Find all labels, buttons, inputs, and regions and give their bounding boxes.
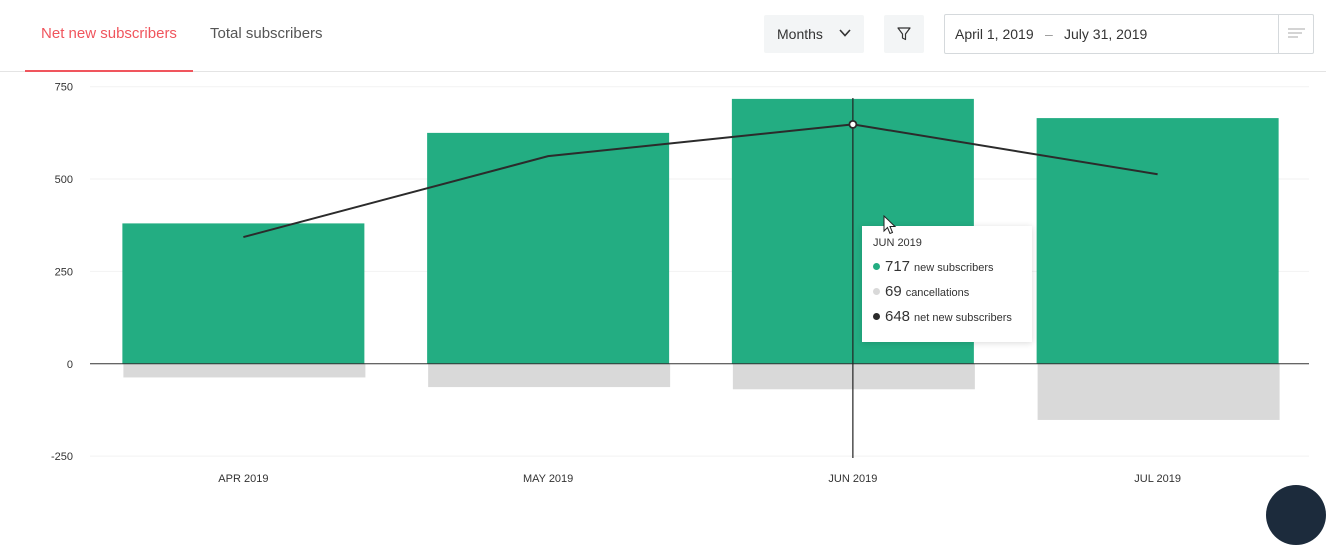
x-tick-label: JUL 2019 bbox=[1134, 473, 1181, 485]
cancellation-bar bbox=[428, 363, 671, 388]
date-from: April 1, 2019 bbox=[955, 26, 1034, 42]
new-subscribers-bar bbox=[122, 223, 365, 364]
x-tick-label: MAY 2019 bbox=[523, 473, 573, 485]
tooltip-value-cancellations: 69 bbox=[885, 283, 902, 300]
tooltip-row-cancellations: 69 cancellations bbox=[873, 282, 1021, 307]
legend-dot-net-icon bbox=[873, 313, 880, 320]
filter-button[interactable] bbox=[884, 15, 924, 53]
y-tick-label: 250 bbox=[55, 266, 73, 278]
net-line-highlight-point bbox=[848, 119, 858, 129]
menu-lines-icon bbox=[1288, 28, 1305, 38]
x-tick-label: APR 2019 bbox=[218, 473, 268, 485]
tooltip-label-new: new subscribers bbox=[914, 262, 994, 274]
y-tick-label: -250 bbox=[51, 451, 73, 463]
chart-tooltip: JUN 2019 717 new subscribers 69 cancellati… bbox=[862, 226, 1032, 342]
y-tick-label: 0 bbox=[67, 359, 73, 371]
date-separator: – bbox=[1045, 26, 1053, 42]
period-select[interactable]: Months bbox=[764, 15, 864, 53]
y-tick-label: 750 bbox=[55, 82, 73, 94]
tooltip-label-net: net new subscribers bbox=[914, 312, 1012, 324]
tooltip-value-net: 648 bbox=[885, 308, 911, 325]
date-range-picker[interactable]: April 1, 2019 – July 31, 2019 bbox=[944, 14, 1314, 54]
tooltip-title: JUN 2019 bbox=[873, 237, 922, 249]
date-to: July 31, 2019 bbox=[1064, 26, 1148, 42]
net-subscribers-line bbox=[243, 123, 1158, 239]
period-select-value: Months bbox=[777, 26, 823, 42]
tab-net-new-subscribers[interactable]: Net new subscribers bbox=[25, 0, 193, 72]
tooltip-value-new: 717 bbox=[885, 258, 911, 275]
y-tick-label: 500 bbox=[55, 174, 73, 186]
filter-icon bbox=[897, 27, 911, 41]
cancellation-bar bbox=[1037, 363, 1280, 420]
legend-dot-cancellations-icon bbox=[873, 288, 880, 295]
legend-dot-new-icon bbox=[873, 263, 880, 270]
tooltip-label-cancellations: cancellations bbox=[905, 287, 970, 299]
mouse-pointer-icon bbox=[883, 215, 897, 235]
chat-launcher-button[interactable] bbox=[1266, 485, 1326, 545]
date-options-button[interactable] bbox=[1278, 15, 1313, 53]
cancellation-bar bbox=[732, 363, 975, 390]
chevron-down-icon bbox=[839, 29, 851, 37]
top-bar: Net new subscribers Total subscribers Mo… bbox=[0, 0, 1326, 72]
tooltip-row-net: 648 net new subscribers bbox=[873, 307, 1021, 332]
new-subscribers-bar bbox=[1036, 118, 1279, 364]
tab-total-subscribers[interactable]: Total subscribers bbox=[210, 25, 323, 42]
cancellation-bar bbox=[123, 363, 366, 378]
tooltip-row-new: 717 new subscribers bbox=[873, 257, 1021, 282]
x-tick-label: JUN 2019 bbox=[828, 473, 877, 485]
new-subscribers-bar bbox=[427, 132, 670, 364]
